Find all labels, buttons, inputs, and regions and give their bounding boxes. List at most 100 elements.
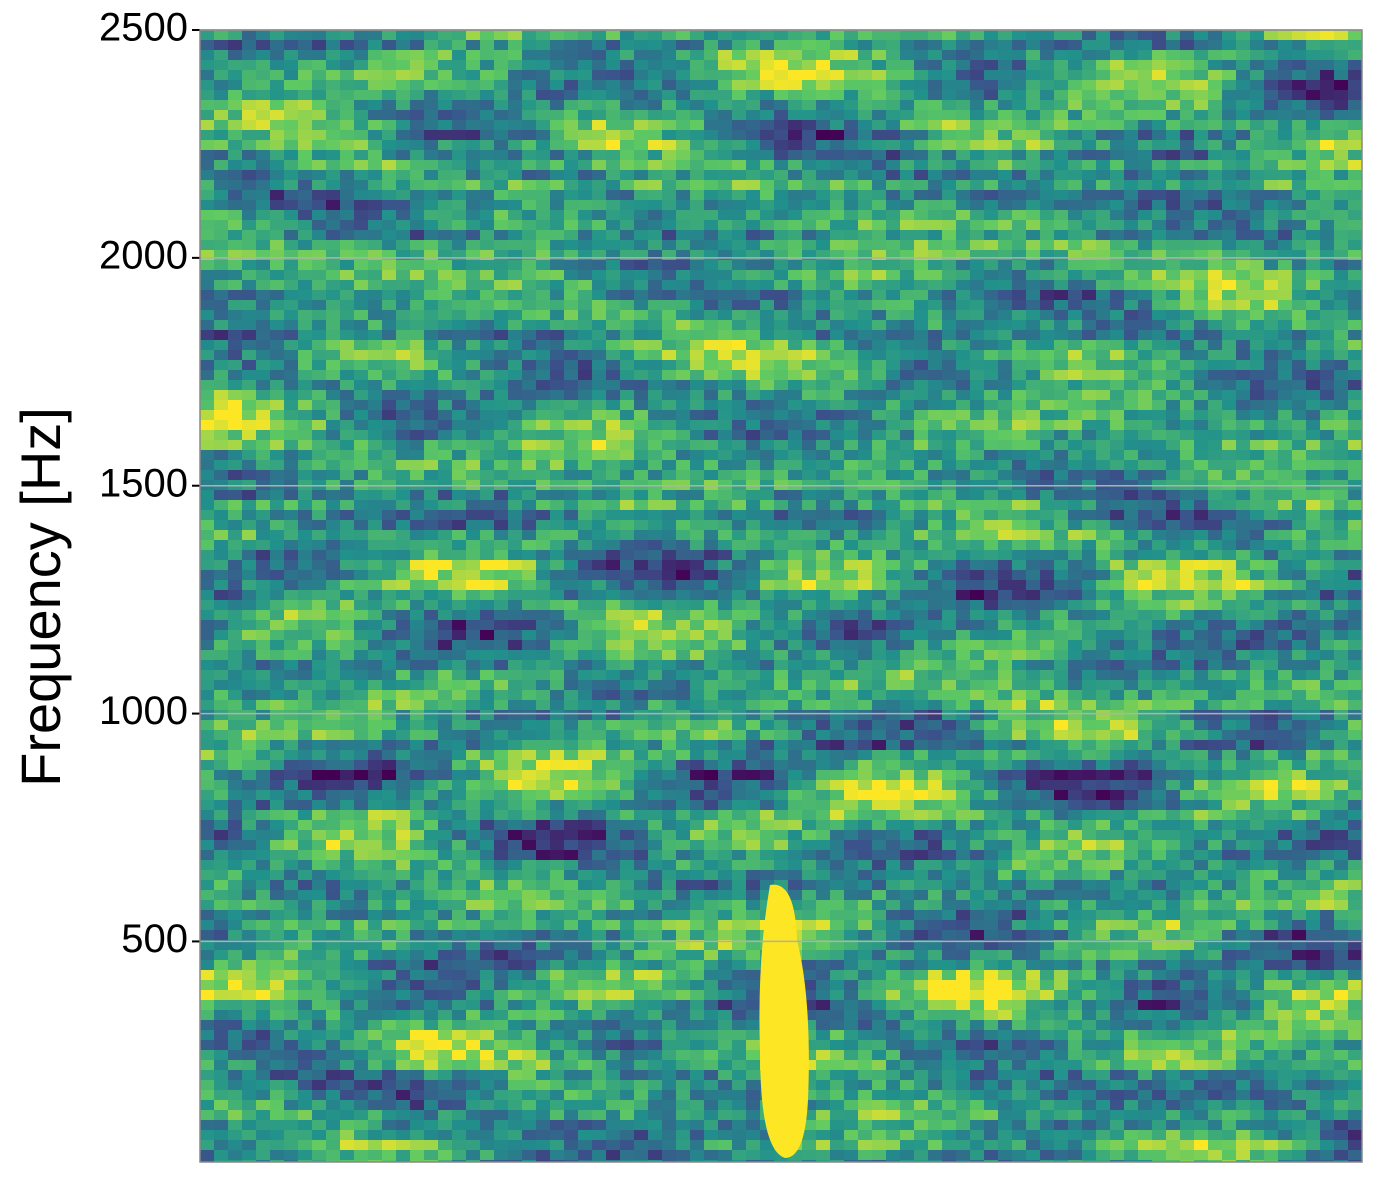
texture-cell [872, 40, 886, 50]
texture-cell [1026, 370, 1040, 380]
texture-cell [620, 610, 634, 620]
texture-cell [1250, 120, 1264, 130]
texture-cell [340, 540, 354, 550]
texture-cell [424, 70, 438, 80]
texture-cell [480, 90, 494, 100]
texture-cell [1124, 330, 1138, 340]
texture-cell [522, 210, 536, 220]
texture-cell [956, 550, 970, 560]
texture-cell [634, 60, 648, 70]
texture-cell [774, 100, 788, 110]
texture-cell [732, 260, 746, 270]
texture-cell [368, 420, 382, 430]
texture-cell [564, 50, 578, 60]
texture-cell [676, 350, 690, 360]
texture-cell [256, 40, 270, 50]
texture-cell [1194, 610, 1208, 620]
texture-cell [1222, 270, 1236, 280]
texture-cell [354, 320, 368, 330]
texture-cell [438, 280, 452, 290]
texture-cell [1278, 620, 1292, 630]
texture-cell [774, 220, 788, 230]
texture-cell [214, 470, 228, 480]
texture-cell [844, 580, 858, 590]
texture-cell [410, 210, 424, 220]
texture-cell [634, 580, 648, 590]
texture-cell [424, 360, 438, 370]
texture-cell [998, 380, 1012, 390]
texture-cell [704, 200, 718, 210]
texture-cell [956, 70, 970, 80]
texture-cell [256, 620, 270, 630]
texture-cell [1292, 210, 1306, 220]
texture-cell [368, 100, 382, 110]
texture-cell [354, 430, 368, 440]
texture-cell [242, 380, 256, 390]
texture-cell [1152, 40, 1166, 50]
texture-cell [956, 570, 970, 580]
texture-cell [914, 440, 928, 450]
texture-cell [1306, 210, 1320, 220]
texture-cell [942, 490, 956, 500]
texture-cell [1096, 120, 1110, 130]
texture-cell [1096, 70, 1110, 80]
texture-cell [900, 100, 914, 110]
texture-cell [424, 200, 438, 210]
texture-cell [620, 620, 634, 630]
texture-cell [424, 80, 438, 90]
texture-cell [200, 570, 214, 580]
texture-cell [704, 70, 718, 80]
texture-cell [788, 620, 802, 630]
texture-cell [1110, 580, 1124, 590]
texture-cell [648, 550, 662, 560]
texture-cell [788, 180, 802, 190]
texture-cell [914, 90, 928, 100]
texture-cell [494, 470, 508, 480]
texture-cell [1194, 410, 1208, 420]
texture-cell [228, 90, 242, 100]
texture-cell [494, 560, 508, 570]
texture-cell [1040, 60, 1054, 70]
texture-cell [606, 380, 620, 390]
texture-cell [578, 220, 592, 230]
texture-cell [998, 400, 1012, 410]
texture-cell [942, 220, 956, 230]
texture-cell [214, 230, 228, 240]
texture-cell [1278, 170, 1292, 180]
texture-cell [1292, 390, 1306, 400]
texture-cell [858, 340, 872, 350]
texture-cell [1054, 610, 1068, 620]
texture-cell [732, 390, 746, 400]
texture-cell [732, 380, 746, 390]
texture-cell [1068, 330, 1082, 340]
texture-cell [732, 50, 746, 60]
texture-cell [648, 250, 662, 260]
texture-cell [1166, 40, 1180, 50]
texture-cell [676, 100, 690, 110]
texture-cell [816, 50, 830, 60]
texture-cell [494, 500, 508, 510]
texture-cell [676, 360, 690, 370]
texture-cell [970, 610, 984, 620]
texture-cell [606, 220, 620, 230]
texture-cell [788, 470, 802, 480]
texture-cell [1096, 470, 1110, 480]
texture-cell [886, 290, 900, 300]
texture-cell [1236, 600, 1250, 610]
texture-cell [368, 180, 382, 190]
texture-cell [312, 460, 326, 470]
texture-cell [718, 30, 732, 40]
texture-cell [746, 230, 760, 240]
texture-cell [998, 340, 1012, 350]
texture-cell [1208, 160, 1222, 170]
texture-cell [1208, 530, 1222, 540]
texture-cell [1138, 340, 1152, 350]
texture-cell [1012, 600, 1026, 610]
texture-cell [256, 470, 270, 480]
texture-cell [578, 470, 592, 480]
texture-cell [1082, 540, 1096, 550]
texture-cell [382, 530, 396, 540]
texture-cell [1348, 530, 1362, 540]
texture-cell [396, 90, 410, 100]
texture-cell [872, 580, 886, 590]
